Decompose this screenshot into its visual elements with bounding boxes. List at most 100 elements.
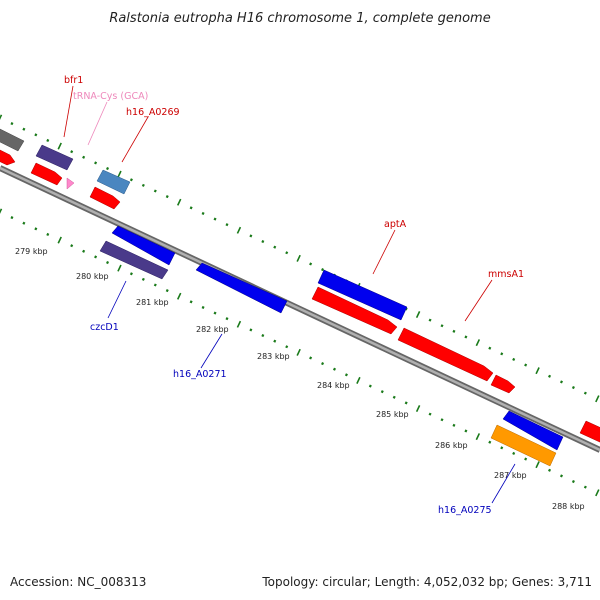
minor-tick [261, 333, 265, 338]
minor-tick [488, 440, 492, 444]
gene-czcd1[interactable] [99, 240, 169, 280]
minor-tick [321, 268, 325, 272]
major-tick [535, 367, 540, 375]
major-tick [296, 254, 301, 262]
minor-tick [548, 374, 552, 378]
minor-tick [225, 317, 229, 321]
major-tick [475, 433, 481, 441]
minor-tick [225, 223, 229, 227]
major-tick [415, 311, 421, 319]
major-tick [475, 339, 481, 347]
gene-label-bfr1[interactable]: bfr1 [64, 75, 83, 86]
minor-tick [368, 384, 372, 388]
gene-label-h16-a0275[interactable]: h16_A0275 [438, 505, 492, 516]
minor-tick [22, 221, 26, 225]
minor-tick [488, 346, 492, 350]
minor-tick [249, 328, 253, 332]
label-leader-lines [63, 85, 516, 504]
gene-red-left-edge[interactable] [0, 148, 16, 166]
gene-h16-a0269[interactable] [96, 169, 131, 195]
minor-tick [189, 300, 193, 304]
minor-tick [141, 183, 145, 187]
minor-tick [46, 232, 50, 237]
gene-label-czcd1[interactable]: czcD1 [90, 322, 119, 333]
major-tick [595, 395, 600, 403]
minor-tick [512, 357, 516, 361]
minor-tick [165, 289, 169, 293]
minor-tick [321, 362, 325, 366]
minor-tick [213, 217, 217, 221]
minor-tick [70, 244, 74, 248]
gene-trna-cys[interactable] [66, 177, 75, 190]
minor-tick [392, 395, 396, 399]
gene-label-h16-a0269[interactable]: h16_A0269 [126, 107, 180, 118]
minor-tick [46, 138, 50, 143]
minor-tick [559, 380, 563, 384]
minor-tick [571, 385, 575, 390]
major-tick [535, 461, 540, 469]
minor-tick [428, 412, 432, 416]
kbp-label: 285 kbp [376, 410, 409, 419]
gene-blue-upper-czcd1[interactable] [111, 225, 176, 266]
minor-tick [464, 429, 468, 433]
gene-h16-a0271[interactable] [195, 262, 288, 314]
kbp-scale-labels: 279 kbp 280 kbp 281 kbp 282 kbp 283 kbp … [15, 247, 585, 511]
gene-label-mmsa1[interactable]: mmsA1 [488, 269, 524, 280]
minor-tick [165, 195, 169, 199]
minor-tick [249, 234, 253, 238]
minor-tick [524, 363, 528, 367]
gene-red-under-bfr1[interactable] [30, 162, 63, 186]
gene-label-h16-a0271[interactable]: h16_A0271 [173, 369, 227, 380]
minor-tick [129, 178, 133, 182]
minor-tick [309, 262, 313, 266]
leader-czcd1 [107, 280, 127, 319]
gene-red-right-edge[interactable] [579, 420, 600, 444]
major-tick [0, 114, 3, 120]
major-tick [356, 376, 361, 384]
minor-tick [213, 311, 217, 315]
minor-tick [571, 479, 575, 484]
minor-tick [440, 418, 444, 422]
leader-h16-a0269 [121, 116, 149, 163]
gene-gray-upper-left[interactable] [0, 127, 25, 152]
minor-tick [500, 446, 504, 450]
minor-tick [189, 206, 193, 210]
minor-tick [94, 161, 98, 165]
major-tick [595, 489, 600, 497]
kbp-label: 283 kbp [257, 352, 290, 361]
minor-tick [201, 305, 205, 310]
map-title: Ralstonia eutropha H16 chromosome 1, com… [109, 11, 490, 26]
gene-label-trna-cys[interactable]: tRNA-Cys (GCA) [73, 91, 148, 102]
minor-tick [273, 339, 277, 343]
gene-red-after-mmsa1[interactable] [490, 374, 516, 394]
kbp-label: 282 kbp [196, 325, 229, 334]
minor-tick [129, 272, 133, 276]
gene-features [0, 127, 600, 467]
minor-tick [261, 239, 265, 244]
leader-apta [372, 229, 396, 275]
genome-backbone-highlight [0, 166, 600, 452]
minor-tick [34, 227, 38, 231]
minor-tick [285, 345, 289, 349]
minor-tick [428, 318, 432, 322]
accession-text: Accession: NC_008313 [10, 575, 146, 589]
gene-apta[interactable] [317, 269, 408, 321]
minor-tick [583, 391, 587, 395]
gene-bfr1[interactable] [35, 144, 74, 171]
major-tick [117, 170, 122, 178]
minor-tick [82, 249, 86, 253]
minor-tick [452, 423, 456, 427]
inner-tick-ring [0, 208, 600, 497]
minor-tick [22, 127, 26, 131]
gene-blue-near-h16-a0275[interactable] [502, 410, 564, 451]
minor-tick [583, 485, 587, 489]
gene-red-under-h16-a0269[interactable] [89, 186, 121, 210]
gene-red-under-apta[interactable] [311, 286, 398, 335]
gene-mmsa1[interactable] [397, 327, 494, 382]
minor-tick [440, 324, 444, 328]
minor-tick [70, 150, 74, 154]
gene-h16-a0275[interactable] [490, 424, 557, 467]
gene-label-apta[interactable]: aptA [384, 219, 407, 230]
minor-tick [464, 335, 468, 339]
leader-h16-a0275 [491, 463, 516, 504]
